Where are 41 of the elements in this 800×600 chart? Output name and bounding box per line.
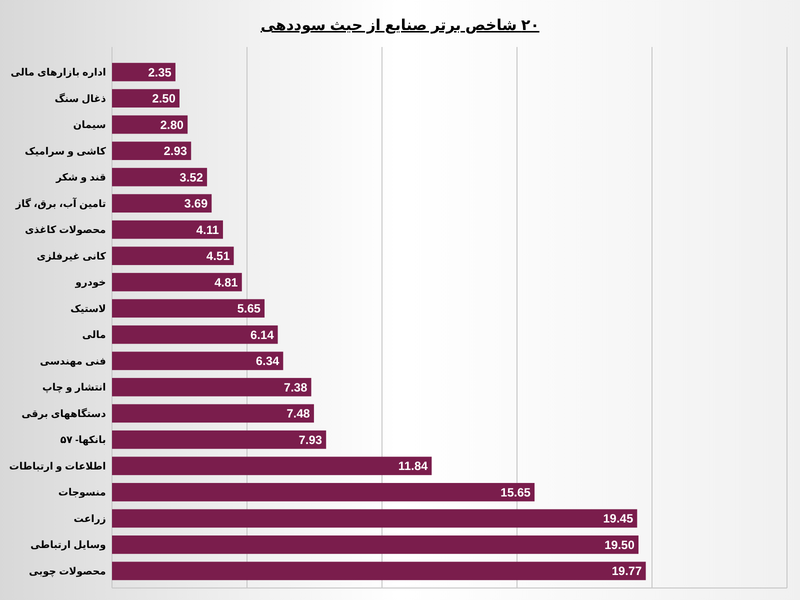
y-tick-label: ذغال سنگ [54, 92, 106, 105]
data-label: 11.84 [398, 459, 428, 474]
y-tick-label: سیمان [73, 120, 106, 132]
y-tick-label: زراعت [74, 514, 106, 525]
y-tick-label: کانی غیرفلزی [36, 251, 106, 262]
data-label: 15.65 [500, 485, 531, 500]
y-tick-label: کاشی و سرامیک [24, 146, 106, 158]
y-tick-label: انتشار و چاپ [42, 382, 106, 394]
y-tick-label: منسوجات [58, 488, 106, 499]
data-label: 19.45 [603, 512, 634, 526]
data-label: 2.93 [164, 144, 188, 158]
y-tick-label: لاستیک [70, 304, 106, 315]
y-tick-label: دستگاههای برقی [22, 406, 106, 420]
data-label: 4.81 [214, 275, 238, 290]
data-label: 6.14 [250, 328, 274, 342]
y-tick-label: خودرو [74, 278, 106, 289]
y-tick-label: فنی مهندسی [40, 356, 106, 368]
y-tick-label: محصولات کاغذی [24, 225, 106, 236]
data-label: 2.35 [148, 65, 172, 80]
data-label: 7.93 [298, 432, 322, 447]
y-tick-label: قند و شکر [54, 172, 106, 184]
y-tick-label: مالی [82, 330, 106, 342]
data-label: 7.48 [286, 406, 310, 421]
y-tick-label: وسایل ارتباطی [30, 540, 106, 552]
y-tick-label: اطلاعات و ارتباطات [9, 461, 106, 472]
data-label: 2.80 [160, 118, 184, 132]
y-tick-label: تامین آب، برق، گاز [14, 196, 106, 210]
chart-title: ۲۰ شاخص برتر صنایع از حیث سوددهی [260, 17, 540, 34]
data-label: 7.38 [284, 380, 308, 394]
data-label: 19.77 [612, 564, 642, 578]
data-label: 3.52 [180, 170, 204, 184]
data-label: 6.34 [256, 354, 280, 368]
y-tick-label: بانکها- ۵۷ [60, 435, 106, 446]
data-label: 4.51 [206, 249, 230, 264]
y-tick-label: اداره بازارهای مالی [10, 68, 106, 79]
data-label: 5.65 [237, 302, 261, 316]
data-label: 4.11 [196, 222, 220, 237]
data-label: 2.50 [152, 92, 176, 106]
data-label: 3.69 [184, 196, 208, 211]
data-label: 19.50 [604, 538, 635, 552]
y-tick-label: محصولات چوبی [28, 566, 106, 578]
